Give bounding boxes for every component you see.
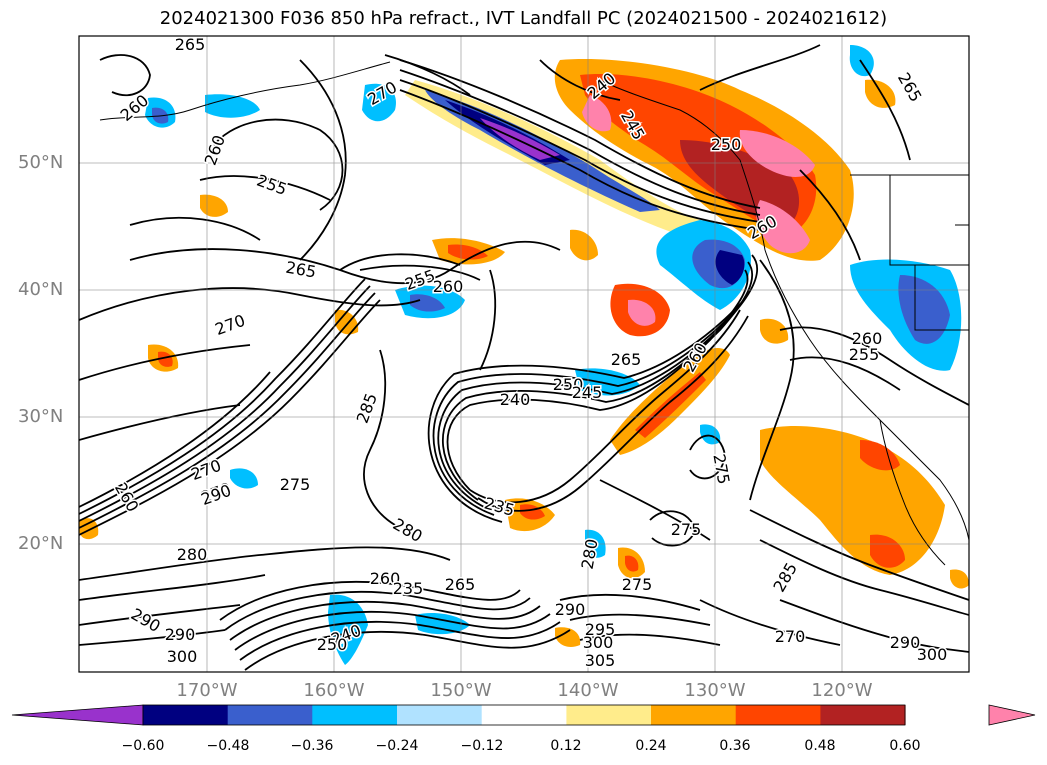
colorbar xyxy=(11,704,1036,726)
colorbar-tick: 0.36 xyxy=(719,738,751,754)
contour-label: 260 xyxy=(433,277,464,296)
colorbar-segment xyxy=(312,705,398,725)
colorbar-tick: 0.60 xyxy=(889,738,921,754)
colorbar-extend-min xyxy=(11,704,144,726)
contour-label: 275 xyxy=(671,520,702,539)
lat-label-40n: 40°N xyxy=(18,279,64,300)
colorbar-extend-max xyxy=(988,704,1036,726)
colorbar-segment xyxy=(397,705,483,725)
graticule xyxy=(79,36,969,672)
colorbar-segment xyxy=(651,705,737,725)
colorbar-segment xyxy=(820,705,906,725)
contour-label: 250 xyxy=(317,635,348,654)
coastlines xyxy=(99,61,969,566)
contour-label: 260 xyxy=(370,569,401,588)
contour-label: 265 xyxy=(611,350,642,369)
colorbar-tick: −0.24 xyxy=(375,738,419,754)
lat-label-30n: 30°N xyxy=(18,406,64,427)
contour-label: 245 xyxy=(572,383,603,402)
contour-label: 290 xyxy=(890,633,921,652)
filled-pc-field xyxy=(79,45,969,665)
contour-label: 275 xyxy=(280,475,311,494)
contour-label: 290 xyxy=(165,625,196,644)
contour-label: 300 xyxy=(583,633,614,652)
contour-label: 265 xyxy=(445,575,476,594)
colorbar-tick: 0.48 xyxy=(804,738,836,754)
contour-label: 260 xyxy=(852,329,883,348)
contour-label: 275 xyxy=(622,575,653,594)
colorbar-tick: −0.12 xyxy=(460,738,504,754)
colorbar-tick: −0.48 xyxy=(206,738,250,754)
contour-label: 270 xyxy=(775,627,806,646)
contour-label: 305 xyxy=(585,651,616,670)
contour-label: 300 xyxy=(917,645,948,664)
lon-label-130w: 130°W xyxy=(684,680,746,701)
contour-label: 280 xyxy=(177,545,208,564)
contour-label: 240 xyxy=(500,390,531,409)
colorbar-tick: −0.60 xyxy=(121,738,165,754)
contour-label: 235 xyxy=(393,579,424,598)
refractivity-contours xyxy=(79,44,969,671)
map-frame xyxy=(78,35,970,673)
lon-label-160w: 160°W xyxy=(303,680,365,701)
contour-label: 250 xyxy=(553,375,584,394)
colorbar-segment xyxy=(735,705,821,725)
colorbar-segment xyxy=(227,705,313,725)
contour-label: 295 xyxy=(585,620,616,639)
colorbar-tick: −0.36 xyxy=(290,738,334,754)
lon-label-150w: 150°W xyxy=(430,680,492,701)
lat-label-20n: 20°N xyxy=(18,533,64,554)
lon-label-140w: 140°W xyxy=(557,680,619,701)
colorbar-segment xyxy=(566,705,652,725)
contour-label: 265 xyxy=(175,35,206,54)
colorbar-tick: 0.12 xyxy=(550,738,582,754)
contour-label: 300 xyxy=(167,647,198,666)
map-title: 2024021300 F036 850 hPa refract., IVT La… xyxy=(159,8,888,29)
lon-label-120w: 120°W xyxy=(811,680,873,701)
colorbar-segment xyxy=(143,705,229,725)
contour-label: 250 xyxy=(711,135,742,154)
lat-label-50n: 50°N xyxy=(18,152,64,173)
contour-label: 290 xyxy=(555,600,586,619)
lon-label-170w: 170°W xyxy=(176,680,238,701)
contour-label: 255 xyxy=(849,345,880,364)
colorbar-tick: 0.24 xyxy=(635,738,667,754)
colorbar-segment xyxy=(481,705,567,725)
